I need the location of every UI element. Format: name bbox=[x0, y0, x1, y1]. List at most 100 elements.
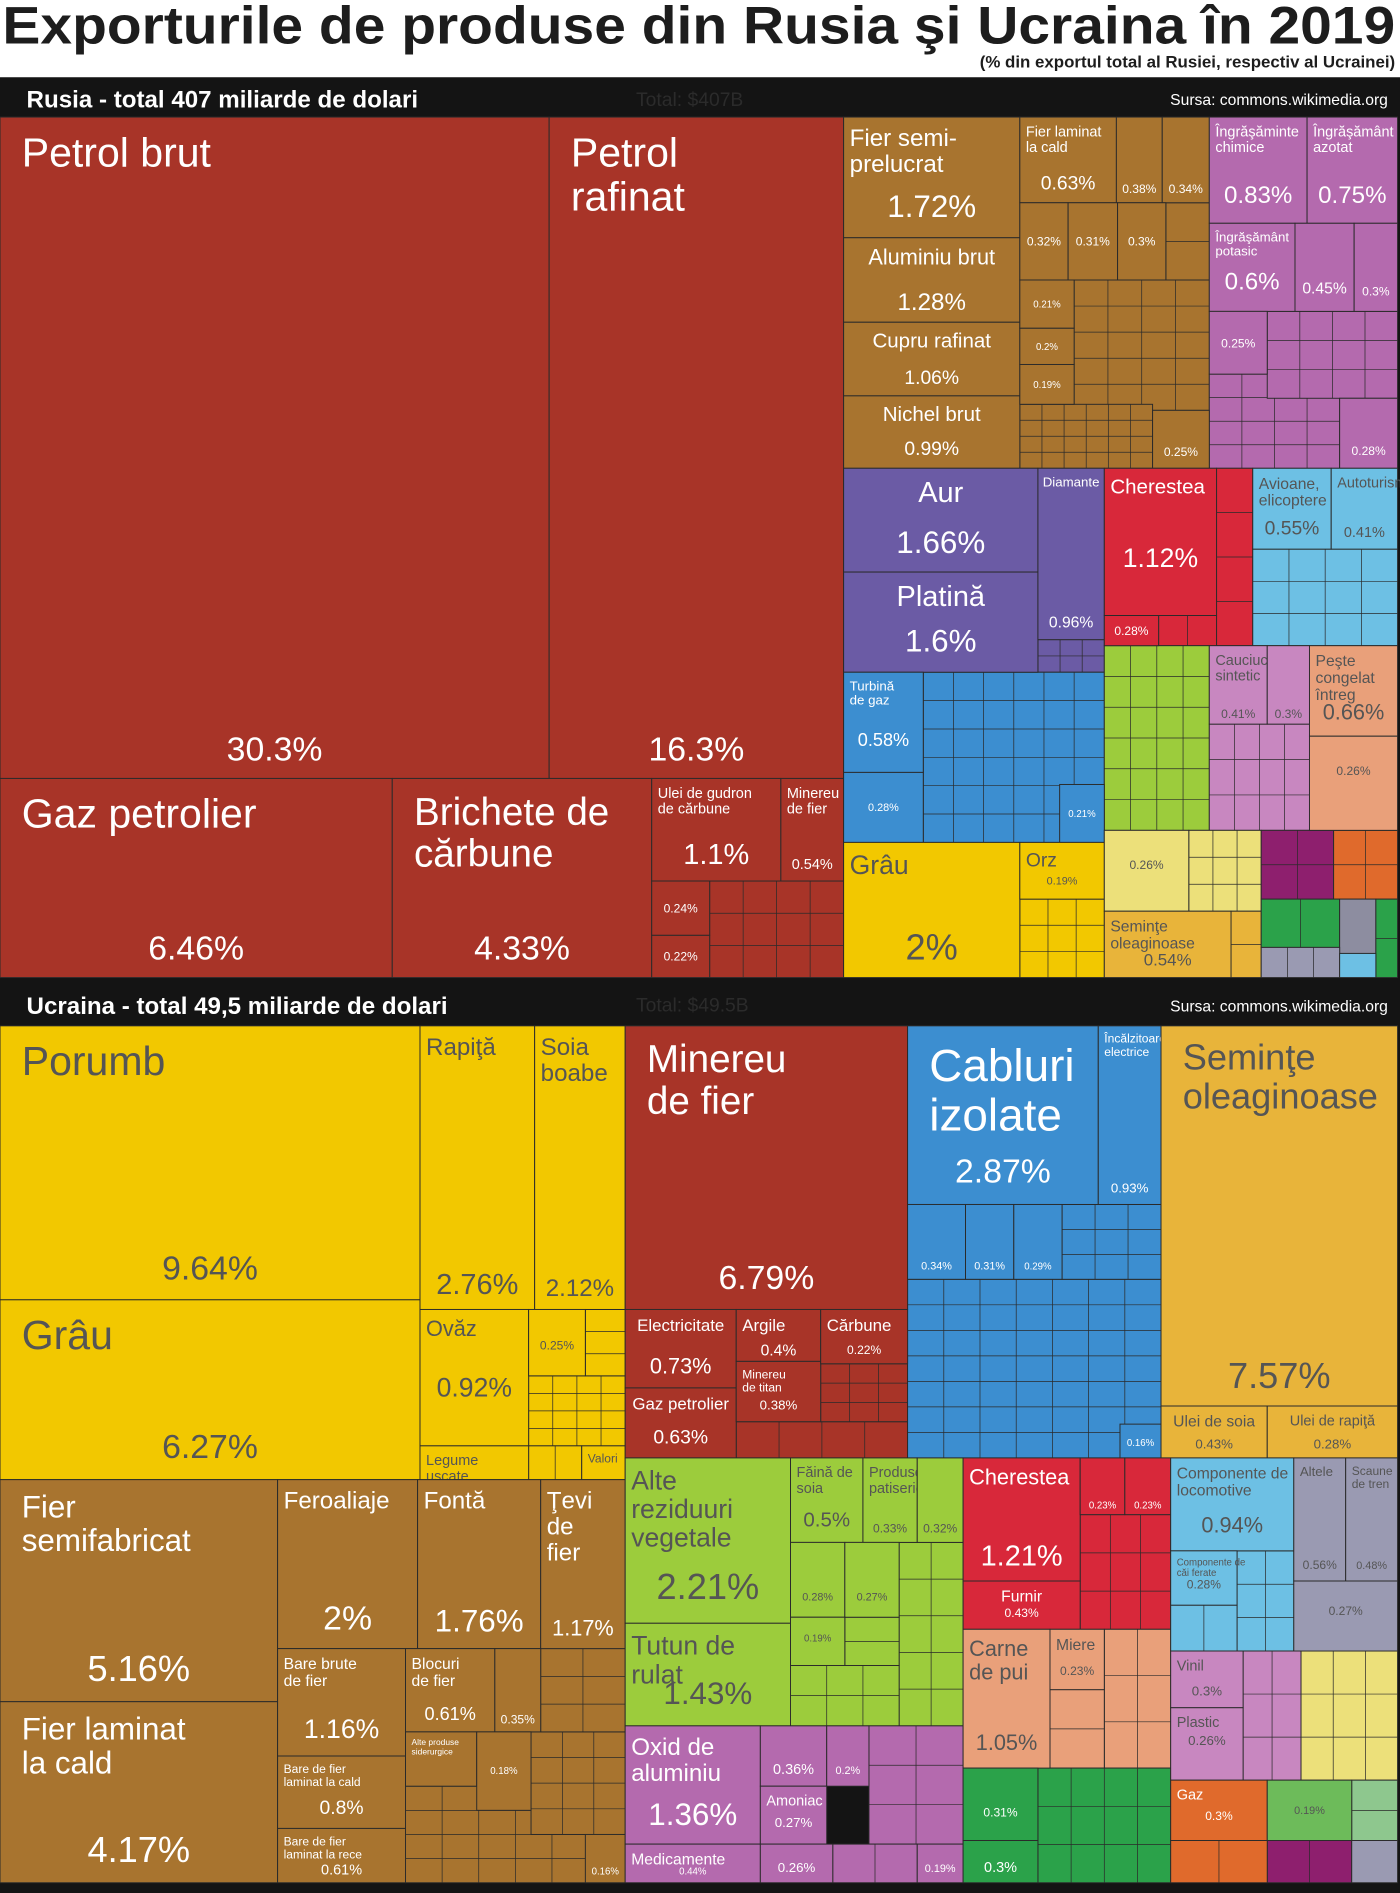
tile bbox=[1266, 1405, 1399, 1459]
tile-name-line: Argile bbox=[742, 1316, 785, 1335]
tile bbox=[843, 671, 924, 773]
tile-name-line: oleaginoase bbox=[1110, 936, 1195, 953]
tile-name: Amoniac bbox=[766, 1794, 822, 1810]
tile bbox=[820, 1308, 909, 1365]
tile-name-line: prelucrat bbox=[850, 151, 944, 178]
tile-name-line: Valori bbox=[588, 1452, 618, 1466]
tile bbox=[1266, 645, 1310, 725]
tile-value: 0.27% bbox=[775, 1815, 813, 1830]
tile-name-line: chimice bbox=[1215, 140, 1264, 156]
tile-value: 0.63% bbox=[653, 1427, 708, 1448]
tile bbox=[759, 1843, 834, 1884]
tile bbox=[1339, 397, 1399, 469]
tile-name-line: de cărbune bbox=[658, 801, 730, 817]
tile-name-line: Cabluri bbox=[929, 1039, 1087, 1091]
tile-name-line: oleaginoase bbox=[1183, 1075, 1378, 1116]
tile-name: Nichel brut bbox=[883, 403, 981, 426]
tile-name-line: Platină bbox=[897, 581, 986, 613]
tile-value: 0.21% bbox=[1068, 809, 1096, 820]
tile-value: 1.12% bbox=[1123, 543, 1198, 573]
tile-value: 2.12% bbox=[546, 1275, 614, 1302]
tile-name: Electricitate bbox=[637, 1316, 724, 1335]
tile-name-line: fier bbox=[547, 1540, 581, 1567]
tile-name-line: reziduuri bbox=[631, 1494, 740, 1524]
tile-name: Bare de fier laminat la cald bbox=[284, 1762, 361, 1789]
tile-value: 0.3% bbox=[1192, 1684, 1222, 1699]
tile-value: 1.36% bbox=[648, 1797, 737, 1832]
tile-value: 0.28% bbox=[1114, 624, 1148, 638]
tile-name-line: Bare de fier bbox=[284, 1762, 350, 1776]
tile-name-line: Fier semi- bbox=[850, 125, 957, 152]
tile-value: 0.3% bbox=[1205, 1809, 1233, 1823]
tile bbox=[1097, 1025, 1162, 1205]
tile-name-line: căi ferate bbox=[1177, 1568, 1217, 1579]
tile-value: 0.3% bbox=[984, 1860, 1017, 1876]
tile-name-line: Grâu bbox=[850, 850, 909, 880]
tile-name: Rapiţă bbox=[426, 1034, 496, 1061]
tile-name-line: Medicamente bbox=[631, 1852, 725, 1869]
tile-value: 0.36% bbox=[773, 1762, 814, 1778]
tile-name: Altele bbox=[1300, 1464, 1333, 1479]
tile-value: 0.55% bbox=[1265, 519, 1320, 540]
tile-name-line: Încălzitoare bbox=[1103, 1031, 1169, 1046]
tile-name: Îngrăşăminte chimice bbox=[1214, 123, 1303, 156]
tile-value: 0.26% bbox=[1188, 1733, 1226, 1748]
tile-value: 0.41% bbox=[1221, 707, 1255, 721]
tile bbox=[1208, 222, 1296, 312]
tile-name-line: semifabricat bbox=[22, 1523, 191, 1558]
tile-value: 0.35% bbox=[501, 1712, 535, 1726]
tile bbox=[1160, 1025, 1399, 1407]
tile-value: 0.31% bbox=[983, 1805, 1017, 1819]
tile-name: Tutun de rulat bbox=[631, 1631, 742, 1690]
tile-name-line: rafinat bbox=[571, 174, 686, 220]
tile-value: 0.2% bbox=[1036, 342, 1058, 353]
tile-name: Brichete de cărbune bbox=[414, 791, 620, 876]
tile-name-line: Fier bbox=[22, 1489, 85, 1524]
tile-minor bbox=[1339, 952, 1377, 979]
tile bbox=[843, 321, 1021, 397]
tile-name: Blocuri de fier bbox=[412, 1656, 464, 1690]
tile-name-line: Aluminiu brut bbox=[868, 244, 995, 269]
tile-name-line: Brichete de bbox=[414, 791, 620, 834]
tile-name-line: Seminţe bbox=[1110, 919, 1172, 936]
tile-value: 0.28% bbox=[1314, 1436, 1352, 1451]
tile-value: 0.93% bbox=[1111, 1180, 1149, 1195]
tile bbox=[790, 1541, 846, 1618]
tile-name-line: Aur bbox=[918, 477, 963, 509]
tile-value: 1.28% bbox=[898, 289, 966, 316]
tile-name-line: Carne bbox=[969, 1636, 1034, 1661]
tile-name: Platină bbox=[897, 581, 986, 613]
source: Sursa: commons.wikimedia.org bbox=[1170, 998, 1388, 1015]
tile bbox=[540, 1479, 626, 1650]
tile-value: 0.26% bbox=[778, 1860, 816, 1875]
tile-name-line: Miere bbox=[1056, 1637, 1095, 1654]
tile bbox=[1019, 363, 1075, 405]
tile-value: 6.27% bbox=[162, 1428, 258, 1466]
tile-name-line: Alte produse bbox=[412, 1737, 462, 1747]
tile-name: Fier laminat la cald bbox=[1026, 124, 1106, 156]
tile-name-line: boabe bbox=[541, 1060, 608, 1087]
tile-name: Grâu bbox=[22, 1312, 113, 1358]
tile-value: 1.1% bbox=[683, 839, 749, 871]
tile-name: Bare brute de fier bbox=[284, 1656, 362, 1690]
tile-value: 1.06% bbox=[904, 368, 959, 389]
tile bbox=[624, 1457, 791, 1624]
tile bbox=[277, 1755, 407, 1829]
tile-name: Soia boabe bbox=[541, 1034, 608, 1087]
tile-value: 0.31% bbox=[974, 1261, 1005, 1273]
tile-name-line: Minereu bbox=[787, 786, 843, 802]
tile-name: Furnir bbox=[1001, 1589, 1042, 1606]
tile-name: Valori bbox=[588, 1452, 618, 1466]
tile-value: 0.3% bbox=[1128, 235, 1156, 249]
tile bbox=[1208, 116, 1308, 224]
tile-name-line: de bbox=[547, 1514, 581, 1541]
tile-name-line: Fontă bbox=[424, 1488, 486, 1515]
tile-value: 2.21% bbox=[657, 1566, 760, 1607]
tile-name-line: de pui bbox=[969, 1659, 1028, 1684]
tile bbox=[624, 1308, 737, 1389]
tile-name-line: Minereu bbox=[647, 1038, 797, 1081]
tile-name-line: Bare brute bbox=[284, 1656, 362, 1673]
tile-value: 0.34% bbox=[921, 1261, 952, 1273]
tile bbox=[916, 1843, 964, 1884]
tile-name-line: Nichel brut bbox=[883, 403, 981, 426]
